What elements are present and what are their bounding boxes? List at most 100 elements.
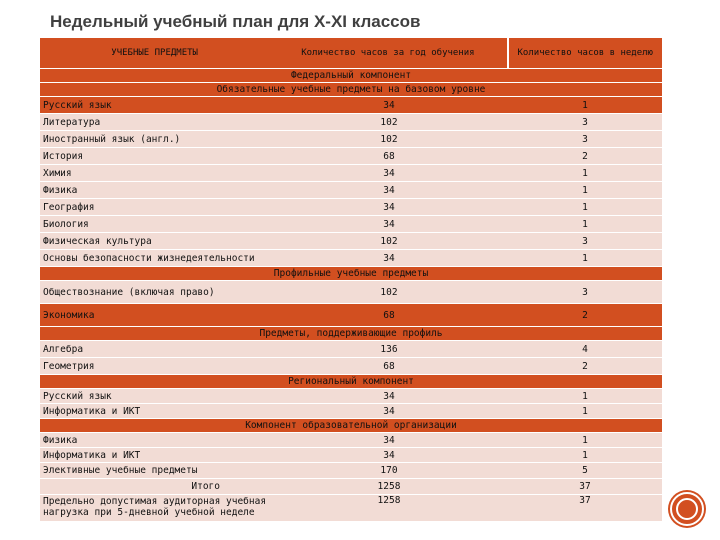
header-hours-year: Количество часов за год обучения <box>301 47 475 58</box>
table-row: Физика 34 1 <box>40 182 662 199</box>
table-row: Информатика и ИКТ 34 1 <box>40 404 662 419</box>
table-row: История 68 2 <box>40 148 662 165</box>
table-row: Экономика 68 2 <box>40 304 662 327</box>
page-title: Недельный учебный план для X-XI классов <box>50 12 421 31</box>
hours-year: 34 <box>383 449 395 461</box>
table-row: Элективные учебные предметы 170 5 <box>40 463 662 479</box>
hours-week: 2 <box>582 360 588 372</box>
table-row: Алгебра 136 4 <box>40 341 662 358</box>
max-load-hours-week: 37 <box>579 495 591 506</box>
total-label: Итого <box>191 481 220 492</box>
hours-year: 34 <box>383 218 395 230</box>
table-row: Русский язык 34 1 <box>40 389 662 404</box>
section-regional: Региональный компонент <box>288 376 414 387</box>
hours-year: 102 <box>380 235 398 247</box>
hours-week: 1 <box>582 201 588 213</box>
subject-name: Основы безопасности жизнедеятельности <box>43 252 255 264</box>
hours-week: 3 <box>582 133 588 145</box>
max-load-hours-year: 1258 <box>377 495 401 506</box>
section-row: Профильные учебные предметы <box>40 267 662 281</box>
hours-week: 1 <box>582 449 588 461</box>
hours-year: 34 <box>383 167 395 179</box>
hours-year: 170 <box>380 465 398 476</box>
table-row: Геометрия 68 2 <box>40 358 662 375</box>
hours-year: 68 <box>383 360 395 372</box>
hours-year: 34 <box>383 99 395 111</box>
table-row: Химия 34 1 <box>40 165 662 182</box>
hours-year: 34 <box>383 201 395 213</box>
hours-year: 34 <box>383 184 395 196</box>
hours-week: 1 <box>582 390 588 402</box>
hours-year: 34 <box>383 405 395 417</box>
table-row: География 34 1 <box>40 199 662 216</box>
table-row: Обществознание (включая право) 102 3 <box>40 281 662 304</box>
hours-week: 1 <box>582 184 588 196</box>
subject-name: Химия <box>43 167 72 179</box>
table-row: Основы безопасности жизнедеятельности 34… <box>40 250 662 267</box>
hours-week: 3 <box>582 116 588 128</box>
hours-week: 1 <box>582 218 588 230</box>
hours-week: 1 <box>582 252 588 264</box>
table-row: Русский язык 34 1 <box>40 97 662 114</box>
subject-name: Русский язык <box>43 390 112 402</box>
table-row: Физика 34 1 <box>40 433 662 448</box>
hours-year: 102 <box>380 133 398 145</box>
hours-week: 1 <box>582 434 588 446</box>
subject-name: История <box>43 150 84 162</box>
table-row: Литература 102 3 <box>40 114 662 131</box>
table-row: Информатика и ИКТ 34 1 <box>40 448 662 463</box>
subject-name: Информатика и ИКТ <box>43 449 141 461</box>
hours-year: 136 <box>380 343 398 355</box>
hours-year: 68 <box>383 150 395 162</box>
section-base: Обязательные учебные предметы на базовом… <box>216 84 486 95</box>
subject-name: Геометрия <box>43 360 95 372</box>
table-row: Физическая культура 102 3 <box>40 233 662 250</box>
curriculum-table: УЧЕБНЫЕ ПРЕДМЕТЫ Количество часов за год… <box>40 38 662 522</box>
total-row: Итого 1258 37 <box>40 479 662 495</box>
hours-week: 1 <box>582 167 588 179</box>
max-load-row: Предельно допустимая аудиторная учебная … <box>40 495 662 522</box>
hours-year: 102 <box>380 116 398 128</box>
subject-name: Обществознание (включая право) <box>43 286 215 298</box>
subject-name: Биология <box>43 218 89 230</box>
table-row: Биология 34 1 <box>40 216 662 233</box>
hours-week: 5 <box>582 465 588 476</box>
subject-name: Экономика <box>43 309 95 321</box>
section-profile: Профильные учебные предметы <box>273 268 429 279</box>
subject-name: Алгебра <box>43 343 84 355</box>
hours-year: 68 <box>383 309 395 321</box>
section-row: Региональный компонент <box>40 375 662 389</box>
subject-name: Элективные учебные предметы <box>43 465 198 476</box>
hours-week: 2 <box>582 309 588 321</box>
subject-name: Физика <box>43 434 78 446</box>
section-row: Предметы, поддерживающие профиль <box>40 327 662 341</box>
total-hours-week: 37 <box>579 481 591 492</box>
section-row: Обязательные учебные предметы на базовом… <box>40 83 662 97</box>
section-row: Компонент образовательной организации <box>40 419 662 433</box>
subject-name: Физика <box>43 184 78 196</box>
hours-week: 3 <box>582 286 588 298</box>
header-subjects: УЧЕБНЫЕ ПРЕДМЕТЫ <box>111 48 198 58</box>
table-header-row: УЧЕБНЫЕ ПРЕДМЕТЫ Количество часов за год… <box>40 38 662 69</box>
section-supporting: Предметы, поддерживающие профиль <box>259 328 443 339</box>
total-hours-year: 1258 <box>377 481 401 492</box>
hours-year: 34 <box>383 434 395 446</box>
hours-year: 102 <box>380 286 398 298</box>
subject-name: Физическая культура <box>43 235 152 247</box>
hours-week: 4 <box>582 343 588 355</box>
max-load-label: Предельно допустимая аудиторная учебная … <box>43 496 267 518</box>
hours-week: 3 <box>582 235 588 247</box>
section-row: Федеральный компонент <box>40 69 662 83</box>
subject-name: Информатика и ИКТ <box>43 405 141 417</box>
slide-emblem-icon <box>670 492 704 526</box>
hours-year: 34 <box>383 390 395 402</box>
subject-name: Литература <box>43 116 101 128</box>
subject-name: География <box>43 201 95 213</box>
hours-week: 2 <box>582 150 588 162</box>
subject-name: Иностранный язык (англ.) <box>43 133 181 145</box>
hours-year: 34 <box>383 252 395 264</box>
section-federal: Федеральный компонент <box>290 70 412 81</box>
hours-week: 1 <box>582 99 588 111</box>
hours-week: 1 <box>582 405 588 417</box>
section-school: Компонент образовательной организации <box>245 420 457 431</box>
